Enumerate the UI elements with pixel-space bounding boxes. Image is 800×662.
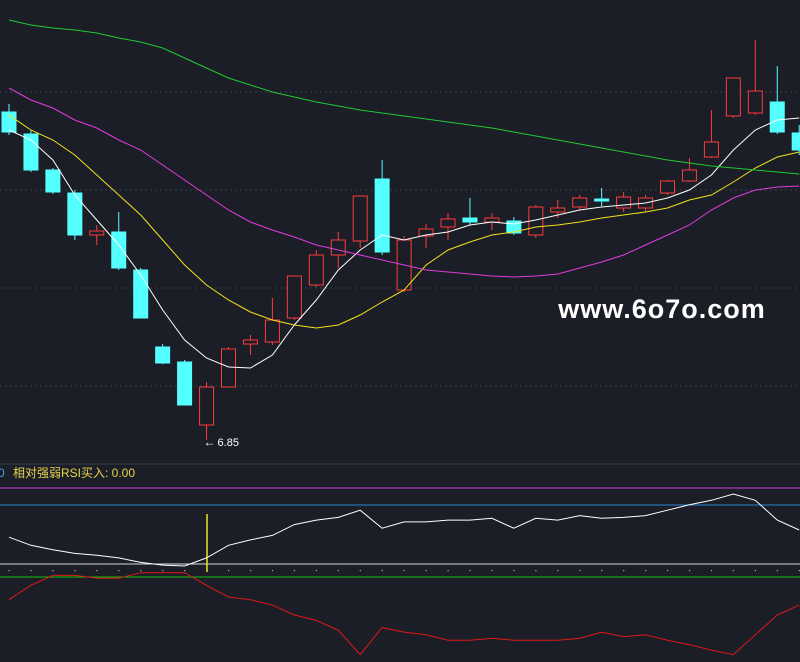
dot — [140, 570, 142, 572]
dot — [403, 570, 405, 572]
dot — [162, 570, 164, 572]
candle-body — [594, 198, 610, 202]
dot — [315, 570, 317, 572]
candle-body — [111, 231, 127, 269]
candle-body — [133, 269, 149, 319]
dot — [381, 570, 383, 572]
candle-body — [352, 195, 368, 242]
dot — [96, 570, 98, 572]
candle-body — [155, 346, 171, 364]
candle-body — [681, 169, 697, 182]
candle-body — [221, 348, 236, 388]
indicator-title: 相对强弱RSI买入: 0.00 — [13, 466, 135, 480]
dot — [469, 570, 471, 572]
ma-line — [8, 114, 800, 329]
dot — [52, 570, 54, 572]
candle-body — [769, 101, 785, 133]
dot — [447, 570, 449, 572]
low-label: 6.85 — [218, 437, 239, 449]
dot — [688, 570, 691, 572]
candle-body — [484, 217, 500, 223]
dot — [359, 570, 361, 572]
dot — [710, 570, 713, 572]
candle-body — [550, 207, 566, 213]
ma-line — [8, 493, 800, 567]
indicator-prefix: 0 — [0, 466, 5, 480]
dot — [30, 570, 32, 572]
dot — [557, 570, 559, 572]
candle-body — [747, 90, 763, 114]
candle-body — [616, 196, 632, 209]
dot — [601, 570, 603, 572]
candle-body — [374, 178, 390, 253]
candle-body — [264, 319, 280, 343]
dot — [74, 570, 76, 572]
price-panel: ← 6.85 — [1, 19, 800, 449]
candle-body — [791, 132, 800, 151]
dot — [293, 570, 296, 572]
dot — [732, 570, 735, 572]
indicator-panel — [8, 493, 800, 656]
candle-body — [572, 197, 588, 208]
dot — [228, 570, 230, 572]
candle-body — [308, 254, 324, 286]
dot — [337, 570, 339, 572]
dot — [667, 570, 669, 572]
candle-body — [440, 218, 456, 228]
candle-body — [242, 339, 258, 345]
candle-body — [23, 133, 39, 171]
candle-body — [286, 275, 302, 319]
dot — [8, 570, 10, 572]
ma-line — [8, 87, 800, 278]
dot — [623, 570, 625, 572]
dot — [535, 570, 537, 572]
dot — [118, 570, 120, 572]
dot — [425, 570, 427, 572]
dot — [491, 570, 493, 572]
candle-body — [45, 169, 61, 193]
watermark: www.6o7o.com — [557, 294, 766, 324]
dot — [184, 570, 186, 572]
dot — [206, 570, 208, 572]
dot — [645, 570, 647, 572]
dot — [579, 570, 581, 572]
ma-line — [8, 117, 800, 369]
dot — [249, 570, 252, 572]
dot — [798, 570, 800, 572]
dot — [513, 570, 515, 572]
candle-body — [67, 192, 83, 236]
candle-body — [725, 77, 741, 117]
low-arrow: ← — [204, 435, 216, 449]
ma-line — [8, 572, 800, 656]
candle-body — [418, 228, 434, 237]
ma-line — [8, 19, 800, 175]
candle-body — [660, 180, 675, 194]
dot — [776, 570, 778, 572]
candle-body — [462, 217, 478, 223]
candle-body — [177, 361, 193, 406]
dot — [271, 570, 274, 572]
candle-body — [89, 230, 105, 236]
candle-body — [330, 239, 346, 256]
candle-body — [199, 386, 215, 426]
dot — [754, 570, 756, 572]
candle-body — [703, 141, 719, 158]
